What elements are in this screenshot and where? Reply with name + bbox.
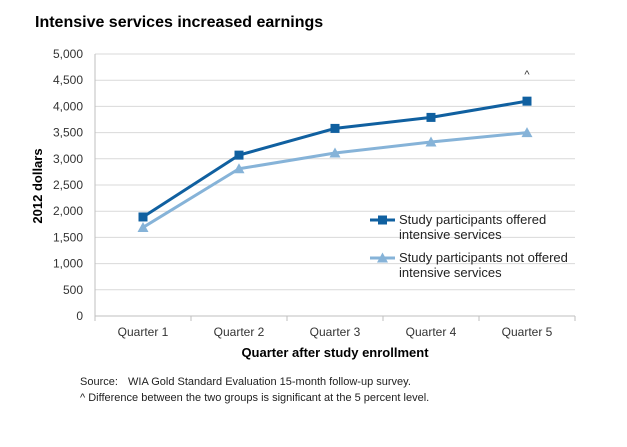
series-lines — [142, 99, 528, 229]
y-tick-label: 4,000 — [53, 99, 83, 113]
data-point-square — [522, 96, 532, 106]
x-tick-label: Quarter 1 — [118, 325, 169, 339]
data-point-triangle — [233, 163, 245, 174]
data-point-square — [330, 123, 340, 133]
source-text: WIA Gold Standard Evaluation 15-month fo… — [128, 376, 411, 388]
x-axis: Quarter 1 Quarter 2 Quarter 3 Quarter 4 Quar… — [94, 315, 576, 339]
y-tick-label: 1,500 — [53, 230, 83, 244]
y-tick-label: 2,000 — [53, 204, 83, 218]
y-tick-label: 3,000 — [53, 152, 83, 166]
data-point-triangle — [137, 221, 149, 232]
y-axis: 0 500 1,000 1,500 2,000 2,500 3,000 3,500 4,000 4… — [53, 47, 96, 323]
series-markers — [137, 96, 533, 232]
data-point-square — [138, 212, 148, 222]
legend-label: Study participants offered — [399, 212, 546, 227]
annotations: ^ — [524, 69, 530, 81]
y-tick-label: 1,000 — [53, 257, 83, 271]
line-chart: 0 500 1,000 1,500 2,000 2,500 3,000 3,500 4,000 4… — [30, 47, 576, 360]
source-note: Source: WIA Gold Standard Evaluation 15-m… — [80, 374, 429, 390]
x-tick-label: Quarter 4 — [406, 325, 457, 339]
data-point-triangle — [329, 147, 341, 158]
significance-marker: ^ — [524, 69, 530, 81]
chart-notes: Source: WIA Gold Standard Evaluation 15-m… — [80, 374, 429, 406]
source-label: Source: — [80, 376, 118, 388]
legend-label: Study participants not offered — [399, 250, 568, 265]
data-point-square — [426, 112, 436, 122]
y-tick-label: 3,500 — [53, 126, 83, 140]
y-tick-label: 5,000 — [53, 47, 83, 61]
data-point-triangle — [425, 136, 437, 147]
gridlines — [95, 53, 575, 291]
significance-note: ^ Difference between the two groups is s… — [80, 392, 430, 404]
data-point-square — [234, 150, 244, 160]
x-tick-label: Quarter 2 — [214, 325, 265, 339]
legend-marker-square — [378, 215, 387, 225]
y-tick-label: 0 — [76, 309, 83, 323]
data-point-triangle — [521, 127, 533, 138]
chart-title: Intensive services increased earnings — [35, 14, 324, 31]
x-axis-title: Quarter after study enrollment — [241, 345, 429, 360]
y-axis-title: 2012 dollars — [30, 148, 45, 223]
x-tick-label: Quarter 3 — [310, 325, 361, 339]
legend-label: intensive services — [399, 227, 502, 242]
y-tick-label: 4,500 — [53, 73, 83, 87]
x-tick-label: Quarter 5 — [502, 325, 553, 339]
y-tick-label: 500 — [63, 283, 83, 297]
y-tick-label: 2,500 — [53, 178, 83, 192]
legend-label: intensive services — [399, 265, 502, 280]
legend-marker-triangle — [377, 252, 388, 263]
